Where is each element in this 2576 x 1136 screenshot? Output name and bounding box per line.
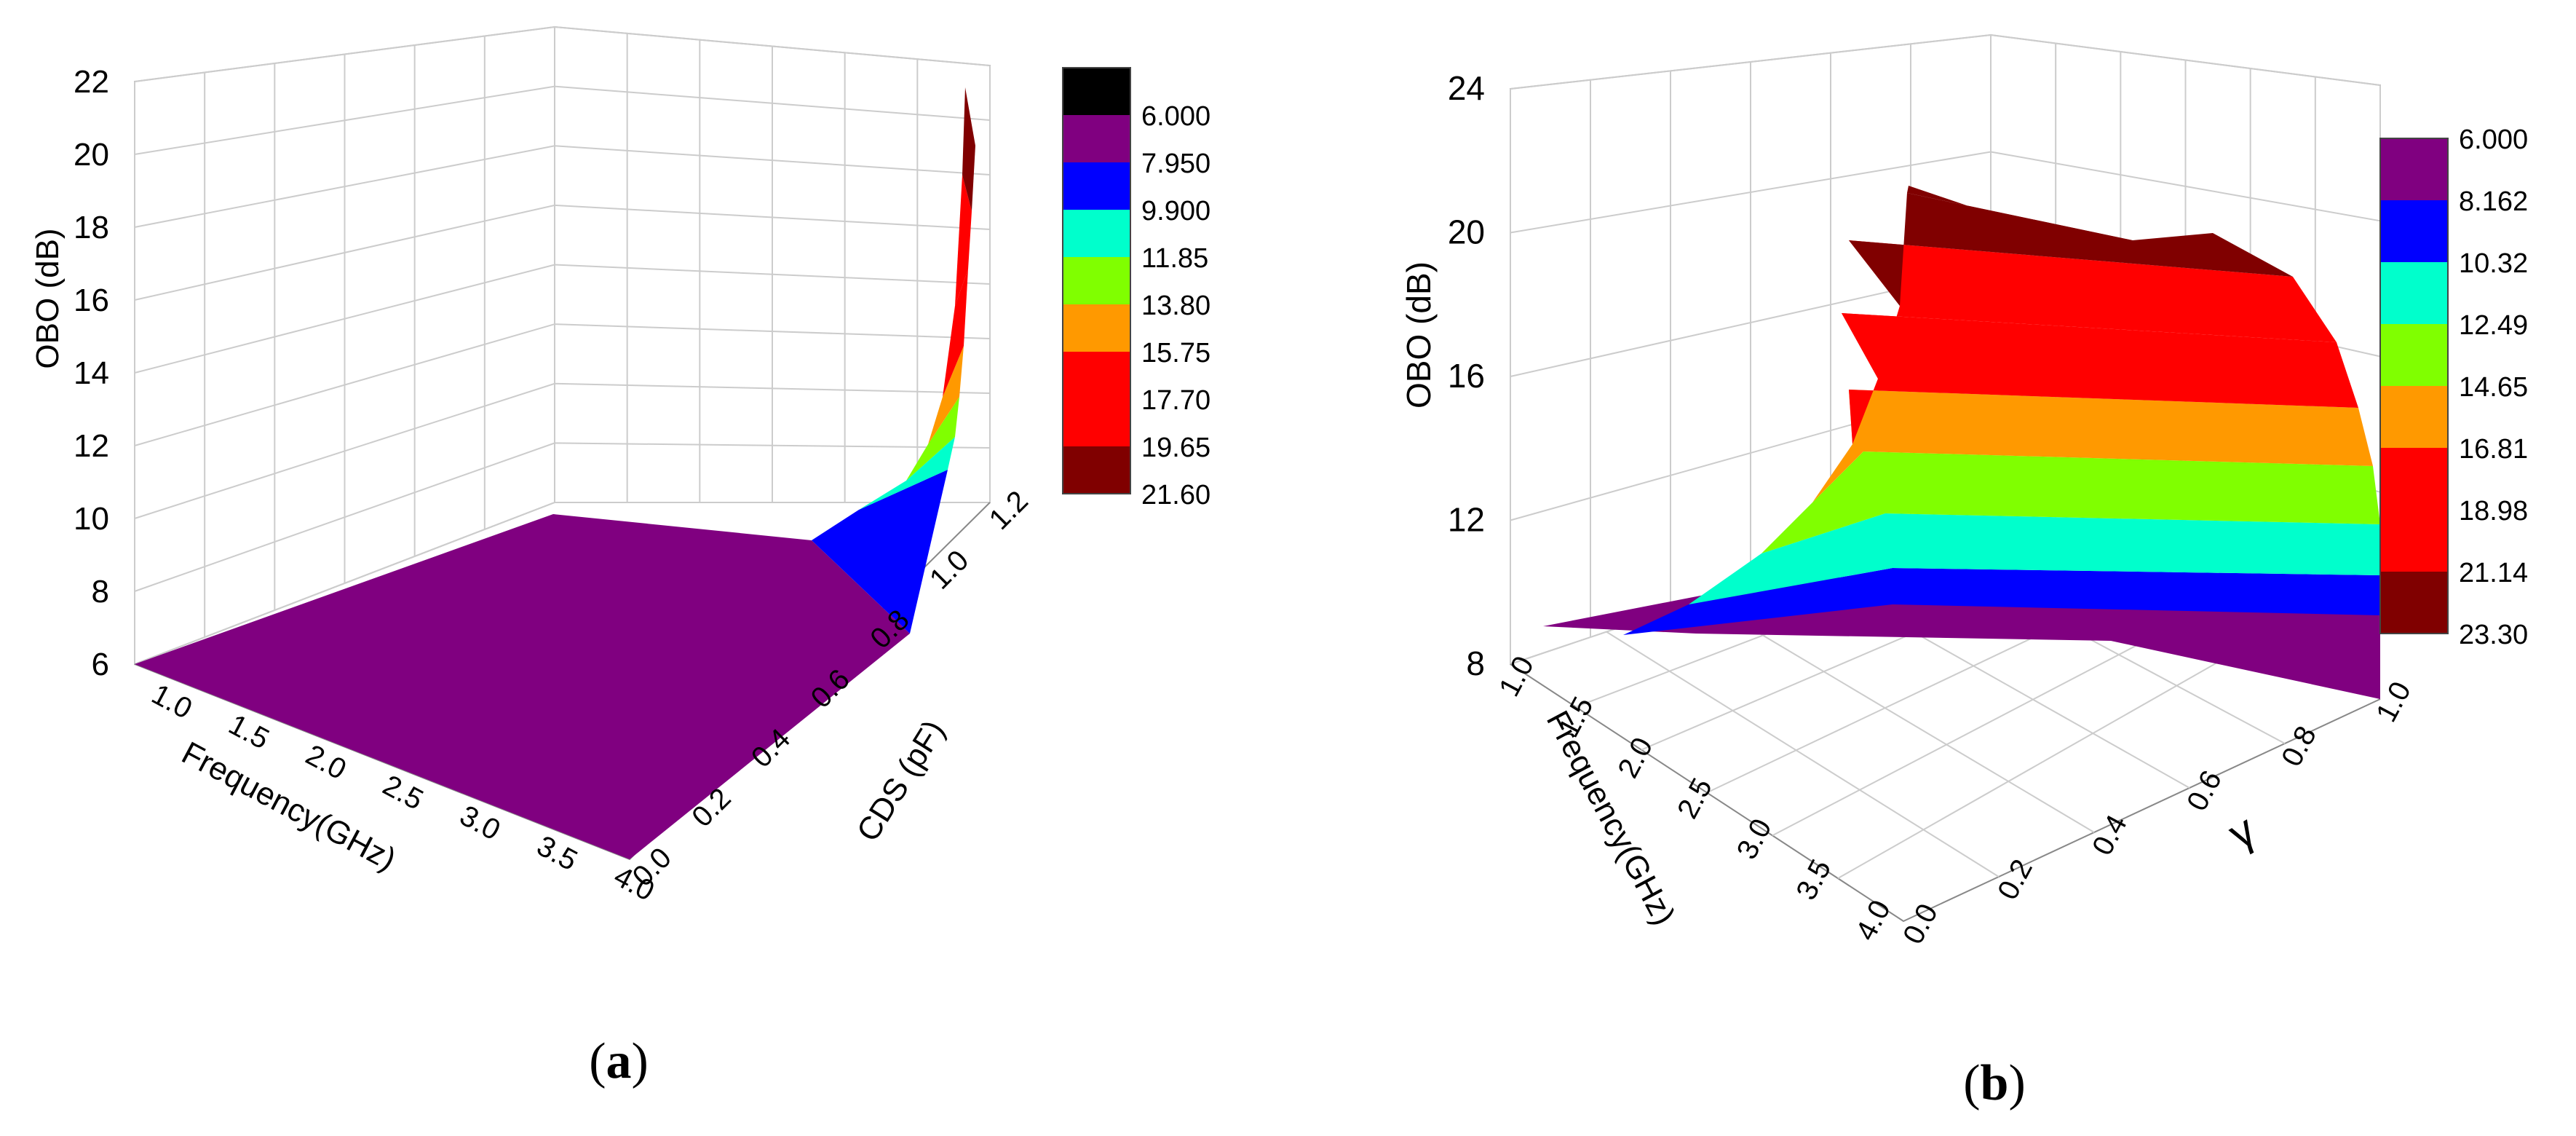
- panel-b-z-tick: 8: [1466, 644, 1485, 682]
- panel-a-z-tick: 14: [74, 355, 109, 391]
- panel-b-xlabel: Frequency(GHz): [1539, 705, 1682, 931]
- panel-a-z-tick: 8: [92, 574, 109, 610]
- panel-a-colorbar-label: 19.65: [1141, 433, 1210, 463]
- panel-a-surface-band: [928, 346, 964, 444]
- panel-a-y-tick: 1.2: [983, 485, 1034, 536]
- panel-a-surface-base: [135, 514, 910, 859]
- panel-b-caption: (b): [1963, 1055, 2026, 1111]
- panel-b-caption-label: b: [1981, 1055, 2009, 1111]
- panel-b-z-tick: 24: [1448, 69, 1485, 107]
- panel-b-colorbar-label: 10.32: [2459, 248, 2528, 279]
- panel-b-z-tick: 20: [1448, 213, 1485, 251]
- panel-a-colorbar-swatch: [1063, 399, 1130, 446]
- panel-b-x-tick: 1.0: [1493, 651, 1540, 702]
- panel-a-surface-band: [812, 470, 948, 634]
- panel-a-colorbar-swatch: [1063, 257, 1130, 304]
- panel-b-colorbar-swatch: [2380, 138, 2448, 200]
- panel-b-colorbar-swatch: [2380, 572, 2448, 634]
- panel-a-colorbar-swatch: [1063, 115, 1130, 162]
- panel-b-gridline-floor: [1702, 599, 2095, 833]
- panel-a-colorbar-label: 13.80: [1141, 291, 1210, 321]
- panel-a-colorbar-label: 6.000: [1141, 101, 1210, 132]
- panel-b-x-tick: 4.0: [1850, 895, 1897, 946]
- panel-b-gridline-floor: [1606, 631, 2000, 877]
- panel-b-colorbar-label: 6.000: [2459, 125, 2528, 155]
- panel-a-colorbar-swatch: [1063, 352, 1130, 399]
- panel-a-z-tick: 12: [74, 428, 109, 464]
- panel-a-caption: (a): [589, 1033, 649, 1089]
- panel-b-z-tick: 12: [1448, 501, 1485, 539]
- panel-b-colorbar-label: 23.30: [2459, 620, 2528, 650]
- panel-b-surface-band: [1623, 568, 2380, 635]
- panel-b-colorbar-label: 18.98: [2459, 496, 2528, 526]
- panel-a-z-tick: 6: [92, 647, 109, 682]
- panel-b-colorbar-swatch: [2380, 448, 2448, 510]
- panel-b-colorbar-frame: [2379, 138, 2449, 634]
- panel-a-colorbar: 6.000 7.950 9.900 11.85 13.80 15.75 17.70 19.65…: [1062, 67, 1210, 510]
- panel-a-ylabel: CDS (pF): [850, 714, 952, 848]
- panel-b-colorbar-label: 12.49: [2459, 310, 2528, 341]
- panel-a-colorbar-label: 21.60: [1141, 480, 1210, 510]
- panel-b-colorbar-label: 16.81: [2459, 434, 2528, 465]
- panel-b-colorbar-swatch: [2380, 510, 2448, 572]
- panel-b-surface-band: [1842, 313, 2358, 444]
- panel-b-colorbar: 6.000 8.162 10.32 12.49 14.65 16.81 18.98 21.14…: [2379, 125, 2528, 650]
- panel-b-x-tick: 2.0: [1612, 733, 1659, 784]
- panel-a-z-tick: 20: [74, 137, 109, 173]
- panel-b-colorbar-swatch: [2380, 324, 2448, 386]
- panel-b-x-tick: 3.5: [1790, 854, 1837, 905]
- panel-b-x-tick: 2.5: [1671, 773, 1719, 824]
- panel-a-colorbar-label: 7.950: [1141, 149, 1210, 179]
- panel-a-colorbar-label: 15.75: [1141, 338, 1210, 368]
- panel-b-colorbar-swatch: [2380, 386, 2448, 448]
- panel-a-surface-band: [859, 437, 955, 510]
- panel-b-z-tick: 16: [1448, 357, 1485, 395]
- panel-b-surface-band: [1812, 390, 2373, 502]
- panel-a-colorbar-frame: [1062, 67, 1131, 494]
- panel-a-colorbar-swatch: [1063, 162, 1130, 210]
- panel-b-surface: [1543, 186, 2380, 699]
- panel-a-z-tick: 18: [74, 210, 109, 245]
- panel-b-colorbar-label: 21.14: [2459, 558, 2528, 588]
- panel-a-surface: [135, 87, 975, 859]
- panel-a-z-tick: 22: [74, 64, 109, 100]
- panel-a-colorbar-swatch: [1063, 210, 1130, 257]
- panel-a-colorbar-label: 11.85: [1141, 243, 1208, 274]
- panel-a-colorbar-label: 17.70: [1141, 385, 1210, 416]
- panel-a-colorbar-label: 9.900: [1141, 196, 1210, 226]
- panel-b-ylabel: γ: [2220, 805, 2263, 859]
- panel-a-z-tick: 16: [74, 283, 109, 318]
- panel-a-colorbar-swatch: [1063, 68, 1130, 115]
- panel-a-z-tick: 10: [74, 501, 109, 537]
- panel-a-grid: [134, 25, 991, 861]
- panel-b-surface-band: [1689, 513, 2380, 604]
- panel-b-surface-band: [1761, 451, 2380, 553]
- panel-a-surface-band: [906, 397, 959, 481]
- panel-b-x-tick: 3.0: [1731, 813, 1778, 864]
- panel-b-surface-band: [1849, 193, 2293, 306]
- panel-a-surface-band: [962, 87, 975, 211]
- panel-b-surface-band: [1842, 240, 2337, 379]
- panel-b-zlabel: OBO (dB): [1400, 261, 1438, 409]
- panel-a-colorbar-swatch: [1063, 446, 1130, 494]
- panel-a-colorbar-swatch: [1063, 304, 1130, 352]
- panel-b-colorbar-swatch: [2380, 262, 2448, 324]
- panel-b-colorbar-label: 14.65: [2459, 372, 2528, 403]
- panel-a-caption-label: a: [606, 1033, 632, 1089]
- panel-b-colorbar-swatch: [2380, 200, 2448, 262]
- panel-a-surface-band: [943, 269, 968, 397]
- panel-b-colorbar-label: 8.162: [2459, 186, 2528, 217]
- panel-a-surface-band: [955, 175, 972, 306]
- panel-a: 68101214161820221.01.52.02.53.03.54.00.0…: [30, 25, 1210, 1089]
- panel-a-y-tick: 1.0: [924, 544, 975, 595]
- panel-a-zlabel: OBO (dB): [30, 228, 66, 368]
